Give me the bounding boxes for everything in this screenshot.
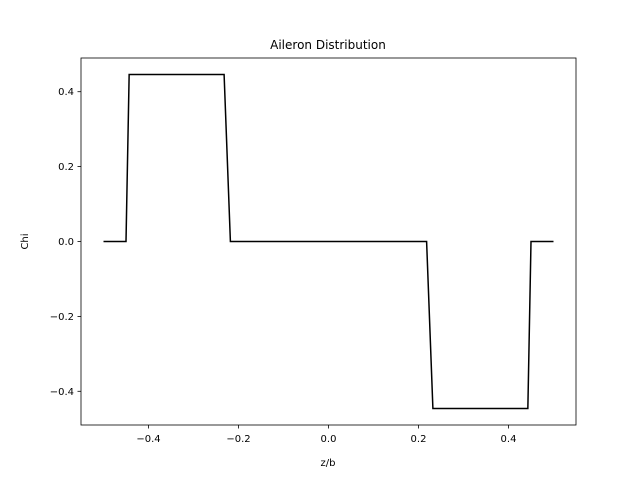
plot-frame bbox=[80, 57, 577, 426]
y-tick-label: 0.0 bbox=[58, 237, 74, 248]
x-tick-label: 0.4 bbox=[501, 434, 517, 445]
x-tick-label: 0.2 bbox=[411, 434, 427, 445]
series-layer bbox=[103, 73, 554, 410]
x-tick-label: 0.0 bbox=[321, 434, 337, 445]
x-axis-label: z/b bbox=[321, 458, 336, 469]
chart-title: Aileron Distribution bbox=[270, 38, 386, 52]
y-tick-label: 0.4 bbox=[58, 87, 74, 98]
y-axis-label: Chi bbox=[20, 233, 31, 249]
x-tick-label: −0.4 bbox=[136, 434, 160, 445]
ticks-layer: −0.4 −0.2 0.0 0.2 0.4 −0.4 −0.2 0.0 0.2 0.4 bbox=[50, 87, 517, 445]
series-line-0 bbox=[103, 73, 554, 410]
y-tick-label: −0.4 bbox=[50, 387, 74, 398]
y-tick-label: −0.2 bbox=[50, 312, 74, 323]
x-tick-label: −0.2 bbox=[226, 434, 250, 445]
y-tick-label: 0.2 bbox=[58, 162, 74, 173]
